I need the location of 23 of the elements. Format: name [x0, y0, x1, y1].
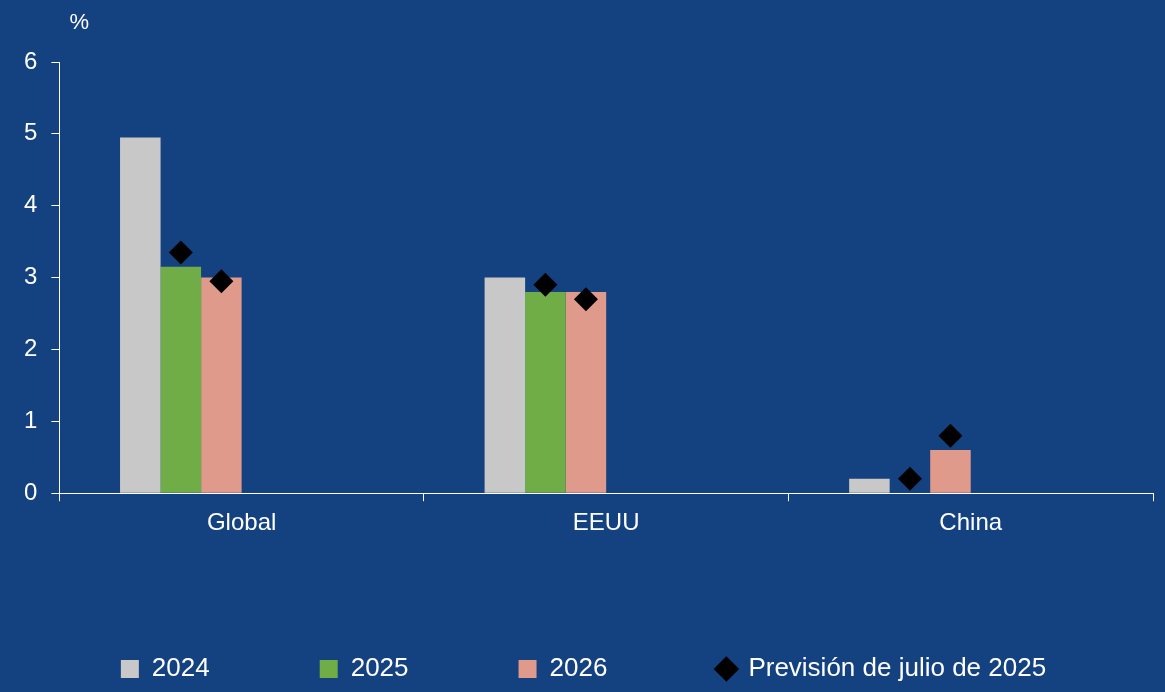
y-tick-label: 3: [23, 262, 38, 290]
bar: [120, 137, 161, 493]
y-tick-label: 2: [23, 334, 38, 362]
legend-label: Previsión de julio de 2025: [748, 652, 1047, 683]
y-tick-label: 6: [23, 46, 38, 74]
y-axis-title: %: [69, 9, 90, 35]
x-tick-label: China: [939, 508, 1003, 536]
bar: [849, 478, 890, 493]
y-tick-label: 1: [23, 405, 38, 433]
legend-label: 2026: [549, 652, 608, 683]
y-tick-label: 4: [23, 190, 38, 218]
legend-label: 2024: [151, 652, 210, 683]
y-tick-label: 0: [23, 477, 38, 505]
bar: [525, 291, 566, 493]
legend-label: 2025: [350, 652, 409, 683]
bar: [930, 450, 971, 493]
bar: [565, 291, 607, 493]
bar: [201, 277, 242, 493]
x-tick-label: EEUU: [572, 508, 640, 536]
bar: [484, 277, 526, 493]
bar: [160, 266, 202, 493]
y-tick-label: 5: [23, 118, 38, 146]
x-tick-label: Global: [206, 508, 277, 536]
